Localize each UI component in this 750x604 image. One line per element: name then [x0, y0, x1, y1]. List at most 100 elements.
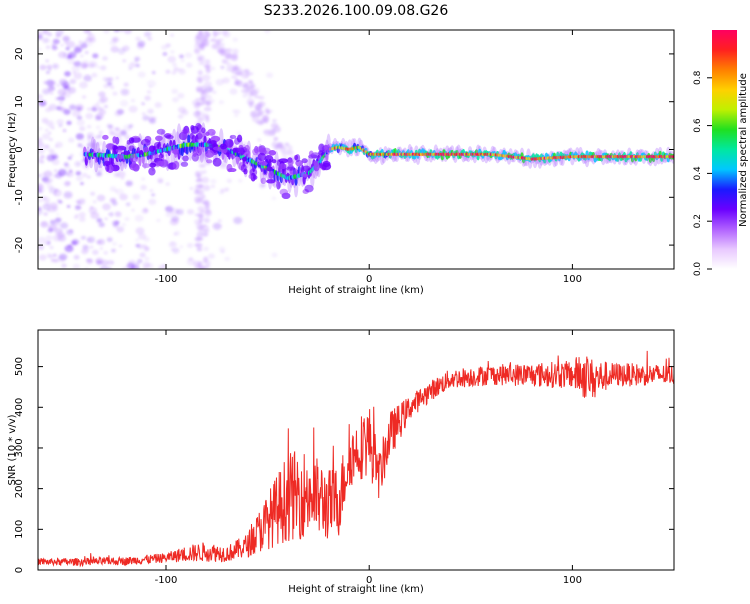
spectrogram-ridge-cell	[212, 146, 223, 151]
spectrogram-ridge-cell	[198, 131, 206, 138]
spectrogram-noise-cell	[137, 40, 146, 47]
spectrogram-noise-cell	[233, 216, 243, 225]
spectrogram-noise-cell	[42, 37, 50, 44]
spectrogram-noise-cell	[82, 244, 89, 250]
spectrogram-noise-cell	[48, 187, 57, 194]
spectrogram-noise-cell	[212, 222, 222, 230]
spectrogram-noise-cell	[120, 129, 126, 134]
spectrogram-ridge-layer	[82, 122, 674, 200]
spectrogram-ridge-cell	[192, 150, 197, 157]
spectrogram-noise-cell	[119, 99, 129, 107]
spectrogram-ridge-cell	[304, 184, 314, 193]
spectrogram-noise-cell	[144, 95, 151, 101]
spectrogram-noise-cell	[202, 184, 211, 192]
spectrogram-noise-cell	[231, 67, 239, 75]
spectrogram-noise-cell	[201, 225, 210, 231]
spectrogram-noise-cell	[286, 149, 294, 156]
spectrogram-noise-cell	[75, 133, 85, 140]
spectrogram-noise-cell	[117, 47, 126, 55]
spectrogram-y-tick-label: 10	[14, 95, 25, 108]
spectrogram-noise-cell	[134, 214, 144, 222]
colorbar-gradient	[712, 30, 737, 269]
spectrogram-ridge-cell	[285, 166, 296, 171]
spectrogram-noise-cell	[103, 250, 109, 255]
spectrogram-noise-cell	[242, 93, 248, 98]
spectrogram-noise-cell	[130, 264, 140, 269]
spectrogram-ridge-cell	[229, 134, 237, 139]
spectrogram-noise-cell	[49, 119, 54, 123]
spectrogram-noise-cell	[65, 46, 70, 51]
spectrogram-noise-cell	[210, 179, 217, 184]
spectrogram-ridge-cell	[189, 132, 194, 140]
spectrogram-ridge-cell	[205, 149, 215, 158]
spectrogram-noise-cell	[204, 59, 211, 65]
spectrogram-noise-cell	[85, 258, 90, 262]
spectrogram-noise-cell	[212, 30, 218, 36]
spectrogram-ridge-cell	[180, 161, 189, 167]
spectrogram-noise-cell	[47, 131, 52, 135]
spectrogram-noise-cell	[73, 254, 80, 260]
spectrogram-noise-cell	[112, 91, 118, 96]
spectrogram-noise-cell	[56, 84, 60, 87]
spectrogram-noise-cell	[186, 242, 194, 248]
spectrogram-ridge-cell	[220, 143, 227, 150]
snr-x-tick-label: 0	[366, 575, 372, 586]
spectrogram-noise-cell	[198, 164, 206, 168]
spectrogram-ridge-cell	[209, 140, 217, 145]
spectrogram-ridge-cell	[190, 124, 195, 131]
spectrogram-noise-cell	[177, 114, 184, 119]
spectrogram-noise-cell	[240, 89, 249, 93]
spectrogram-ridge-cell	[207, 128, 216, 136]
spectrogram-noise-cell	[220, 249, 225, 254]
snr-x-tick-label: -100	[155, 575, 178, 586]
spectrogram-noise-cell	[212, 90, 217, 94]
spectrogram-noise-cell	[45, 235, 53, 241]
spectrogram-ridge-cell	[122, 151, 131, 156]
spectrogram-noise-cell	[225, 55, 232, 60]
spectrogram-noise-cell	[99, 247, 103, 250]
spectrogram-noise-cell	[47, 227, 54, 233]
spectrogram-noise-cell	[257, 101, 266, 108]
spectrogram-noise-cell	[171, 215, 180, 222]
spectrogram-noise-cell	[109, 197, 116, 203]
spectrogram-noise-cell	[122, 59, 127, 63]
spectrogram-noise-cell	[38, 47, 42, 51]
spectrogram-noise-cell	[75, 103, 84, 111]
spectrogram-ridge-cell	[219, 128, 224, 146]
spectrogram-noise-cell	[157, 178, 164, 183]
spectrogram-noise-cell	[233, 81, 240, 86]
spectrogram-noise-cell	[195, 87, 202, 92]
spectrogram-noise-cell	[134, 59, 139, 62]
spectrogram-noise-cell	[95, 115, 102, 121]
spectrogram-noise-cell	[66, 205, 71, 208]
spectrogram-noise-cell	[151, 193, 156, 197]
spectrogram-noise-cell	[237, 178, 243, 183]
spectrogram-noise-cell	[174, 230, 181, 236]
spectrogram-ridge-cell	[116, 154, 124, 160]
spectrogram-noise-cell	[67, 52, 76, 60]
spectrogram-noise-cell	[194, 184, 199, 192]
spectrogram-noise-cell	[57, 88, 67, 96]
spectrogram-noise-cell	[205, 209, 211, 214]
spectrogram-heatmap	[38, 30, 674, 269]
spectrogram-ridge-cell	[278, 158, 289, 164]
spectrogram-ridge-cell	[242, 156, 248, 162]
spectrogram-noise-cell	[69, 78, 77, 85]
spectrogram-noise-cell	[201, 74, 211, 82]
spectrogram-ridge-cell	[264, 155, 274, 164]
spectrogram-noise-cell	[178, 68, 186, 75]
spectrogram-noise-cell	[203, 106, 212, 112]
spectrogram-noise-cell	[123, 30, 132, 35]
spectrogram-noise-cell	[69, 104, 77, 111]
spectrogram-noise-cell	[92, 53, 99, 59]
snr-panel: -100 0 100 0 100 200 300 400 500 Height of stra…	[7, 329, 675, 595]
spectrogram-noise-cell	[103, 104, 109, 109]
colorbar-tick-label: 0.4	[693, 166, 703, 181]
spectrogram-noise-cell	[147, 36, 153, 41]
spectrogram-noise-cell	[43, 212, 48, 216]
spectrogram-noise-cell	[86, 124, 92, 129]
spectrogram-noise-cell	[194, 43, 200, 49]
spectrogram-ridge-cell	[313, 160, 319, 166]
spectrogram-ridge-cell	[138, 150, 144, 155]
